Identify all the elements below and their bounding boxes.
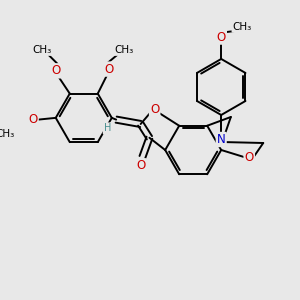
Text: H: H: [104, 123, 111, 134]
Text: N: N: [217, 133, 226, 146]
Text: O: O: [244, 151, 254, 164]
Text: O: O: [28, 113, 38, 126]
Text: CH₃: CH₃: [114, 45, 134, 55]
Text: O: O: [136, 159, 145, 172]
Text: CH₃: CH₃: [232, 22, 252, 32]
Text: O: O: [104, 63, 114, 76]
Text: O: O: [217, 31, 226, 44]
Text: CH₃: CH₃: [32, 45, 51, 55]
Text: O: O: [51, 64, 60, 77]
Text: CH₃: CH₃: [0, 129, 15, 139]
Text: O: O: [150, 103, 159, 116]
